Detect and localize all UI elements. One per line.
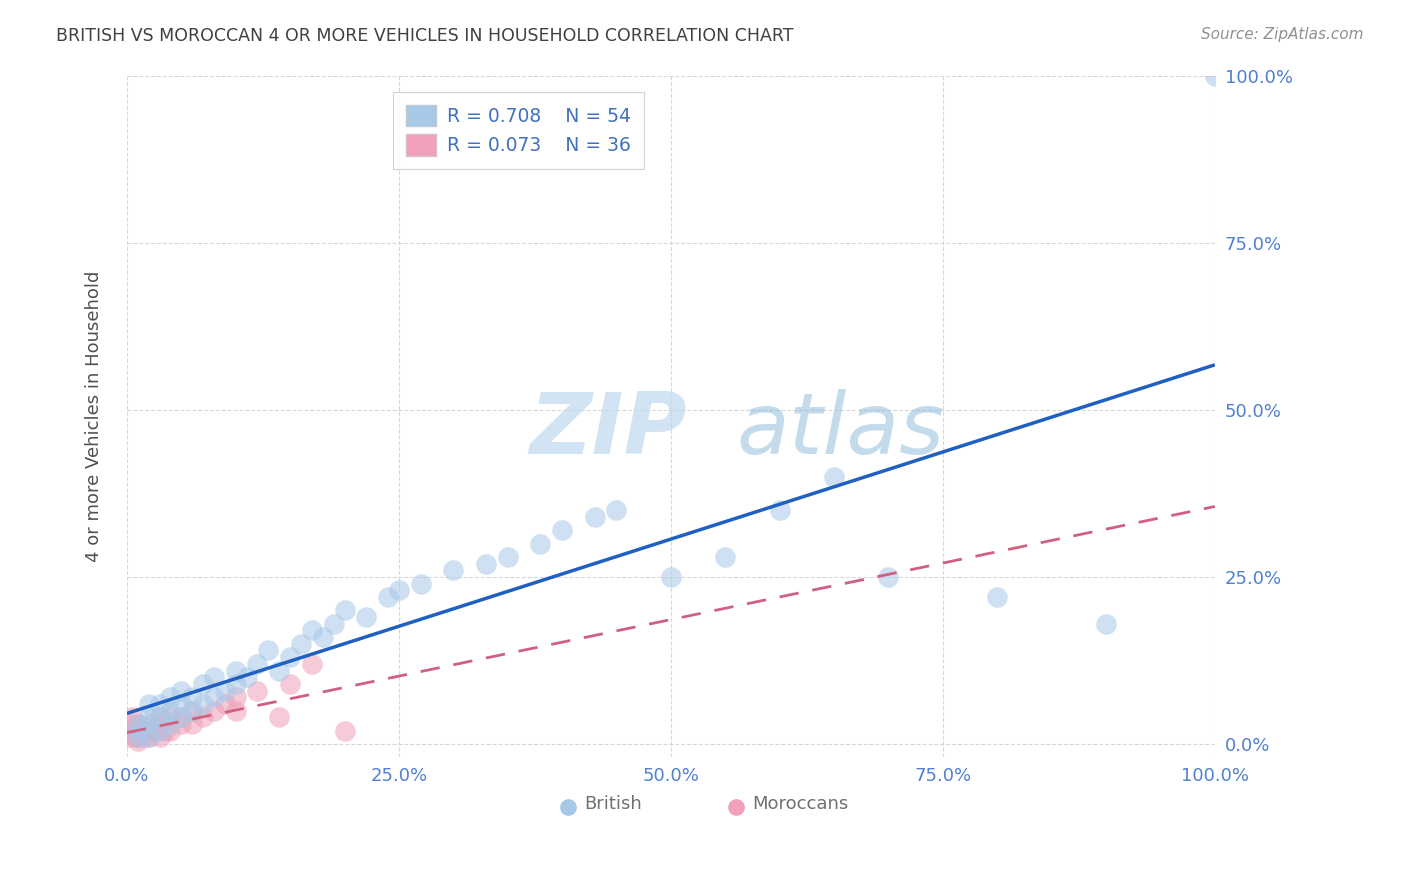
Point bbox=[278, 677, 301, 691]
Point bbox=[159, 690, 181, 705]
Point bbox=[225, 664, 247, 678]
Point bbox=[121, 710, 143, 724]
Point bbox=[877, 570, 900, 584]
Point bbox=[769, 503, 792, 517]
Point bbox=[170, 683, 193, 698]
Point bbox=[269, 664, 291, 678]
Point bbox=[388, 583, 411, 598]
Point bbox=[225, 677, 247, 691]
Point bbox=[181, 717, 204, 731]
Text: Moroccans: Moroccans bbox=[752, 795, 849, 813]
Point bbox=[225, 704, 247, 718]
Point bbox=[377, 590, 399, 604]
Text: ZIP: ZIP bbox=[530, 389, 688, 472]
Point bbox=[153, 723, 176, 738]
Point bbox=[181, 690, 204, 705]
Point bbox=[138, 717, 160, 731]
Point bbox=[127, 717, 149, 731]
Point bbox=[118, 731, 141, 745]
Point bbox=[181, 704, 204, 718]
Point bbox=[496, 549, 519, 564]
Point bbox=[475, 557, 498, 571]
Point bbox=[354, 610, 377, 624]
Text: Source: ZipAtlas.com: Source: ZipAtlas.com bbox=[1201, 27, 1364, 42]
Point bbox=[124, 723, 146, 738]
Point bbox=[583, 509, 606, 524]
Point bbox=[138, 697, 160, 711]
Point bbox=[143, 723, 166, 738]
Text: atlas: atlas bbox=[737, 389, 945, 472]
Text: British: British bbox=[583, 795, 641, 813]
Point bbox=[148, 723, 170, 738]
Point bbox=[170, 717, 193, 731]
Point bbox=[181, 704, 204, 718]
Point bbox=[148, 710, 170, 724]
Point bbox=[120, 723, 142, 738]
Point bbox=[148, 717, 170, 731]
Point bbox=[191, 710, 214, 724]
Point bbox=[170, 710, 193, 724]
Point bbox=[127, 723, 149, 738]
Point bbox=[301, 624, 323, 638]
Point bbox=[191, 697, 214, 711]
Legend: R = 0.708    N = 54, R = 0.073    N = 36: R = 0.708 N = 54, R = 0.073 N = 36 bbox=[392, 92, 644, 169]
Point bbox=[214, 683, 236, 698]
Point bbox=[246, 657, 269, 671]
Text: BRITISH VS MOROCCAN 4 OR MORE VEHICLES IN HOUSEHOLD CORRELATION CHART: BRITISH VS MOROCCAN 4 OR MORE VEHICLES I… bbox=[56, 27, 794, 45]
Point bbox=[235, 670, 257, 684]
Point bbox=[605, 503, 627, 517]
Point bbox=[170, 697, 193, 711]
Point bbox=[202, 690, 225, 705]
Point bbox=[202, 704, 225, 718]
Point bbox=[551, 523, 574, 537]
Point bbox=[257, 643, 280, 657]
Point bbox=[1095, 616, 1118, 631]
Point bbox=[138, 731, 160, 745]
Point bbox=[322, 616, 344, 631]
Point bbox=[659, 570, 682, 584]
Point bbox=[159, 717, 181, 731]
Point bbox=[312, 630, 335, 644]
Point bbox=[138, 723, 160, 738]
Point bbox=[202, 670, 225, 684]
Point bbox=[823, 469, 845, 483]
Point bbox=[148, 731, 170, 745]
Point bbox=[529, 536, 551, 550]
Point bbox=[170, 710, 193, 724]
Point bbox=[127, 733, 149, 747]
Point bbox=[714, 549, 737, 564]
Point bbox=[127, 723, 149, 738]
Point bbox=[246, 683, 269, 698]
Point bbox=[124, 731, 146, 745]
Point bbox=[441, 563, 464, 577]
Point bbox=[1204, 69, 1226, 83]
Point bbox=[138, 710, 160, 724]
Point bbox=[138, 731, 160, 745]
Point bbox=[986, 590, 1008, 604]
Point bbox=[191, 677, 214, 691]
Point bbox=[333, 723, 356, 738]
Point bbox=[409, 576, 432, 591]
Point bbox=[333, 603, 356, 617]
Point bbox=[159, 704, 181, 718]
Y-axis label: 4 or more Vehicles in Household: 4 or more Vehicles in Household bbox=[86, 271, 103, 562]
Point bbox=[127, 717, 149, 731]
Point bbox=[301, 657, 323, 671]
Point bbox=[225, 690, 247, 705]
Point bbox=[159, 723, 181, 738]
Point bbox=[127, 731, 149, 745]
Point bbox=[148, 697, 170, 711]
Point bbox=[159, 710, 181, 724]
Point bbox=[148, 710, 170, 724]
Point bbox=[121, 717, 143, 731]
Point bbox=[132, 723, 155, 738]
Point bbox=[132, 731, 155, 745]
Point bbox=[214, 697, 236, 711]
Point bbox=[138, 717, 160, 731]
Point bbox=[269, 710, 291, 724]
Point bbox=[290, 637, 312, 651]
Point bbox=[127, 731, 149, 745]
Point bbox=[278, 650, 301, 665]
